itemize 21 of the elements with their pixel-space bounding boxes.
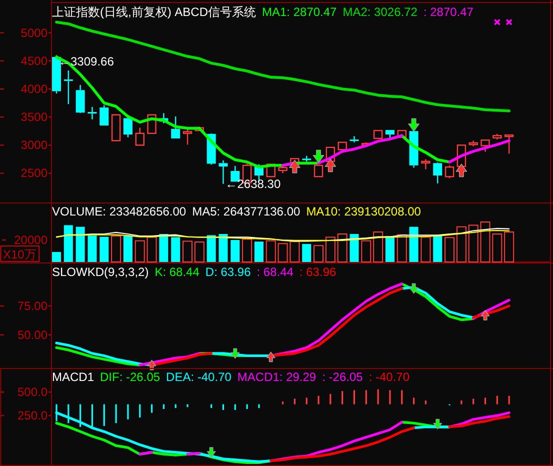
y-tick-label: 50.00 bbox=[17, 328, 48, 342]
annotation: ←2638.30 bbox=[225, 176, 281, 191]
chart-title: 上证指数(日线,前复权) ABCD信号系统 bbox=[52, 5, 256, 19]
y-tick-label: 500.0 bbox=[17, 385, 48, 400]
y-tick-label: 3500 bbox=[20, 110, 48, 124]
legend: DIF: -26.05 DEA: -40.70 MACD1: 29.29 : -26.05 : -40.70 bbox=[100, 370, 410, 384]
y-axis-title: X10万 bbox=[3, 248, 36, 262]
chart-title: SLOWKD(9,3,3,2) bbox=[52, 265, 149, 279]
chart-title: VOLUME: 233482656.00 bbox=[52, 204, 186, 218]
text: 20000 bbox=[14, 233, 48, 247]
y-tick-label: 4000 bbox=[20, 82, 48, 96]
y-tick-label: 4500 bbox=[20, 54, 48, 68]
y-tick-label: 250.0 bbox=[17, 408, 48, 423]
y-tick-label: 2500 bbox=[20, 166, 48, 180]
y-tick-label: 5000 bbox=[20, 26, 48, 40]
legend: K: 68.44 D: 63.96 : 68.44 : 63.96 bbox=[154, 265, 336, 279]
chart-title: MACD1 bbox=[52, 370, 94, 384]
legend: MA1: 2870.47 MA2: 3026.72 : 2870.47 bbox=[262, 5, 474, 19]
legend: MA5: 264377136.00 MA10: 239130208.00 bbox=[192, 204, 421, 218]
y-tick-label: 75.00 bbox=[17, 298, 48, 313]
y-tick-label: 3000 bbox=[20, 138, 48, 152]
